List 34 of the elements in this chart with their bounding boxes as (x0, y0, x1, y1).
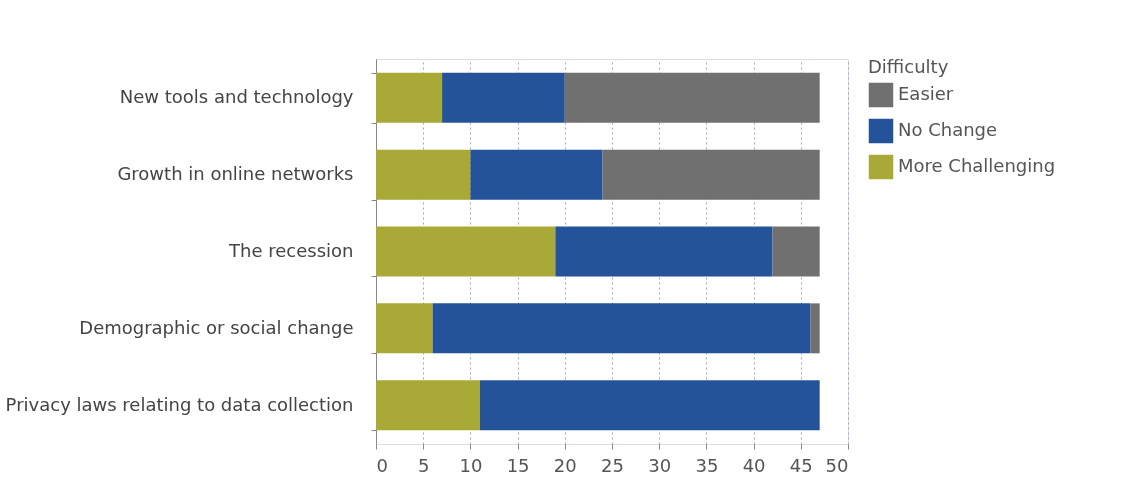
x-tick-label: 15 (506, 454, 530, 476)
x-tick-label: 5 (417, 454, 430, 476)
bar (376, 380, 480, 431)
bar (442, 72, 565, 123)
y-tick-label: Demographic or social change (79, 316, 354, 338)
bar (376, 149, 471, 200)
x-tick-label: 0 (376, 454, 388, 476)
x-tick-label: 35 (695, 454, 719, 476)
bar (376, 72, 443, 123)
y-tick-label: Privacy laws relating to data collection (5, 393, 354, 415)
bar (602, 149, 820, 200)
x-tick-label: 10 (459, 454, 483, 476)
bar (555, 226, 773, 277)
bar (376, 226, 556, 277)
bar (376, 303, 433, 354)
x-tick-label: 25 (601, 454, 624, 476)
x-tick-label: 50 (825, 454, 849, 476)
x-tick-label: 40 (742, 454, 766, 476)
legend-label: Easier (898, 83, 954, 104)
bar (479, 380, 820, 431)
legend-label: No Change (898, 119, 998, 140)
x-tick-label: 45 (789, 454, 813, 476)
bar (810, 303, 820, 354)
y-tick-label: Growth in online networks (117, 163, 354, 185)
x-tick-label: 30 (648, 454, 672, 476)
legend-label: More Challenging (898, 155, 1056, 176)
legend-title: Difficulty (868, 56, 949, 77)
bar (772, 226, 820, 277)
bar (470, 149, 603, 200)
x-tick-label: 20 (553, 454, 577, 476)
y-tick-label: The recession (228, 240, 354, 261)
bar (564, 72, 820, 123)
y-tick-label: New tools and technology (119, 86, 354, 108)
bar (432, 303, 811, 354)
